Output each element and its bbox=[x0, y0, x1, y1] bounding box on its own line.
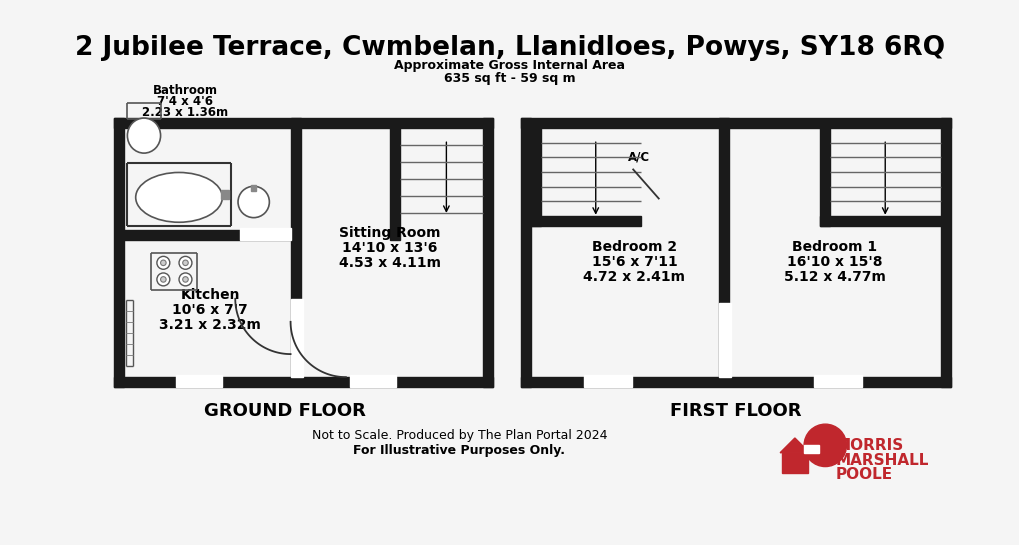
Bar bbox=[819, 216, 940, 226]
Bar bbox=[718, 118, 729, 377]
Bar bbox=[389, 128, 399, 240]
Bar bbox=[113, 377, 493, 387]
Bar bbox=[583, 376, 631, 387]
Text: 10'6 x 7'7: 10'6 x 7'7 bbox=[172, 303, 248, 317]
Bar bbox=[176, 376, 222, 387]
Circle shape bbox=[160, 260, 166, 265]
Bar bbox=[350, 376, 395, 387]
Text: Bathroom: Bathroom bbox=[153, 84, 218, 97]
Text: FIRST FLOOR: FIRST FLOOR bbox=[669, 402, 801, 420]
Text: A/C: A/C bbox=[628, 150, 649, 164]
Circle shape bbox=[182, 260, 189, 265]
Circle shape bbox=[157, 256, 169, 269]
Text: 4.53 x 4.11m: 4.53 x 4.11m bbox=[338, 256, 440, 270]
Text: POOLE: POOLE bbox=[835, 468, 892, 482]
Text: 2 Jubilee Terrace, Cwmbelan, Llanidloes, Powys, SY18 6RQ: 2 Jubilee Terrace, Cwmbelan, Llanidloes,… bbox=[74, 35, 945, 61]
Bar bbox=[521, 118, 950, 128]
Text: MARSHALL: MARSHALL bbox=[835, 452, 928, 468]
Bar bbox=[782, 453, 807, 473]
Bar bbox=[531, 216, 640, 226]
Bar bbox=[940, 118, 950, 387]
Bar bbox=[221, 190, 228, 199]
Bar bbox=[290, 299, 303, 377]
Text: 5.12 x 4.77m: 5.12 x 4.77m bbox=[783, 270, 884, 283]
Text: 4.72 x 2.41m: 4.72 x 2.41m bbox=[583, 270, 685, 283]
Text: Bedroom 1: Bedroom 1 bbox=[791, 240, 876, 254]
Text: 14'10 x 13'6: 14'10 x 13'6 bbox=[342, 241, 437, 255]
Polygon shape bbox=[780, 438, 809, 453]
Text: Sitting Room: Sitting Room bbox=[339, 226, 440, 240]
Text: 2.23 x 1.36m: 2.23 x 1.36m bbox=[143, 106, 228, 119]
Ellipse shape bbox=[136, 172, 222, 222]
Text: 635 sq ft - 59 sq m: 635 sq ft - 59 sq m bbox=[443, 72, 576, 85]
Circle shape bbox=[157, 273, 169, 286]
Text: 15'6 x 7'11: 15'6 x 7'11 bbox=[591, 255, 677, 269]
Bar bbox=[290, 118, 301, 377]
Circle shape bbox=[182, 277, 189, 282]
Circle shape bbox=[179, 273, 192, 286]
Bar bbox=[803, 445, 818, 453]
Bar bbox=[531, 128, 541, 226]
Bar bbox=[251, 185, 256, 191]
Text: For Illustrative Purposes Only.: For Illustrative Purposes Only. bbox=[353, 444, 565, 457]
Text: MORRIS: MORRIS bbox=[835, 438, 903, 453]
Bar bbox=[813, 376, 861, 387]
Circle shape bbox=[803, 424, 846, 467]
Text: Approximate Gross Internal Area: Approximate Gross Internal Area bbox=[394, 59, 625, 72]
Bar bbox=[718, 304, 731, 377]
Circle shape bbox=[179, 256, 192, 269]
Text: 16'10 x 15'8: 16'10 x 15'8 bbox=[786, 255, 881, 269]
Text: Kitchen: Kitchen bbox=[180, 288, 239, 302]
Bar bbox=[483, 118, 493, 387]
Bar bbox=[123, 229, 290, 240]
Bar bbox=[113, 118, 123, 387]
Bar bbox=[113, 118, 493, 128]
Circle shape bbox=[160, 277, 166, 282]
Ellipse shape bbox=[127, 118, 160, 153]
Circle shape bbox=[237, 186, 269, 217]
Text: 7'4 x 4'6: 7'4 x 4'6 bbox=[157, 95, 213, 108]
Text: Bedroom 2: Bedroom 2 bbox=[591, 240, 677, 254]
Text: 3.21 x 2.32m: 3.21 x 2.32m bbox=[159, 318, 261, 331]
Text: GROUND FLOOR: GROUND FLOOR bbox=[204, 402, 366, 420]
Bar bbox=[819, 128, 829, 226]
Bar bbox=[521, 118, 531, 387]
Text: Not to Scale. Produced by The Plan Portal 2024: Not to Scale. Produced by The Plan Porta… bbox=[311, 429, 606, 441]
Bar bbox=[521, 377, 950, 387]
Bar bbox=[239, 228, 290, 240]
